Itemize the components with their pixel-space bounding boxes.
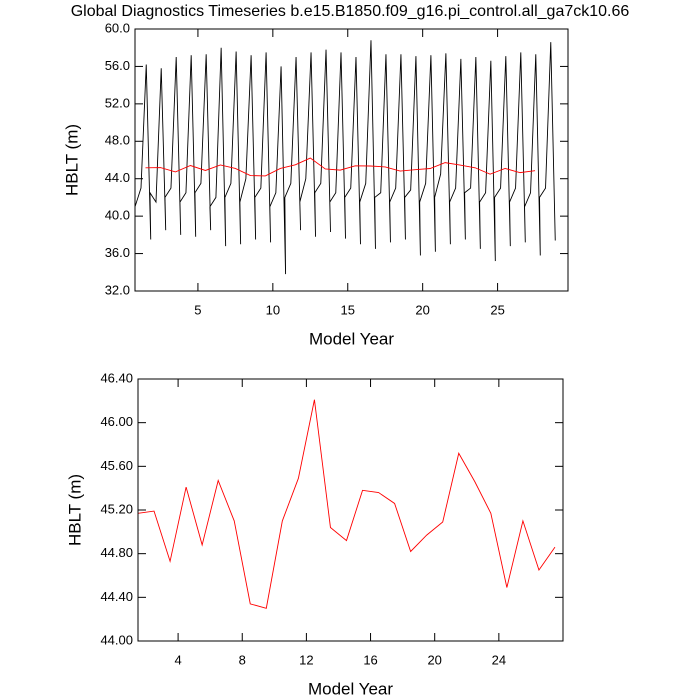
y-axis-label: HBLT (m) xyxy=(62,124,81,196)
x-tick-label: 8 xyxy=(239,652,246,667)
y-tick-label: 48.0 xyxy=(105,133,130,148)
y-tick-label: 44.0 xyxy=(105,170,130,185)
y-tick-label: 32.0 xyxy=(105,282,130,297)
y-tick-label: 46.40 xyxy=(100,370,133,385)
plot-frame xyxy=(137,378,564,642)
y-tick-label: 44.40 xyxy=(100,589,133,604)
y-tick-label: 56.0 xyxy=(105,58,130,73)
x-tick-label: 25 xyxy=(490,302,504,317)
y-tick-label: 45.60 xyxy=(100,458,133,473)
x-tick-label: 12 xyxy=(299,652,313,667)
x-tick-label: 20 xyxy=(427,652,441,667)
x-tick-label: 15 xyxy=(341,302,355,317)
y-tick-label: 44.80 xyxy=(100,545,133,560)
y-tick-label: 36.0 xyxy=(105,245,130,260)
x-axis-label: Model Year xyxy=(309,329,394,348)
x-tick-label: 24 xyxy=(492,652,506,667)
x-tick-label: 4 xyxy=(174,652,181,667)
y-tick-label: 40.0 xyxy=(105,208,130,223)
y-tick-label: 60.0 xyxy=(105,20,130,35)
data-line xyxy=(138,399,556,609)
plot-frame xyxy=(134,28,569,292)
y-tick-label: 46.00 xyxy=(100,414,133,429)
x-tick-label: 16 xyxy=(363,652,377,667)
chart-title: Global Diagnostics Timeseries b.e15.B185… xyxy=(71,3,630,20)
y-axis-label: HBLT (m) xyxy=(65,474,84,546)
data-line xyxy=(135,40,556,275)
x-tick-label: 5 xyxy=(194,302,201,317)
x-tick-label: 20 xyxy=(415,302,429,317)
y-tick-label: 45.20 xyxy=(100,501,133,516)
y-tick-label: 52.0 xyxy=(105,95,130,110)
y-tick-label: 44.00 xyxy=(100,632,133,647)
data-line xyxy=(145,157,536,177)
x-axis-label: Model Year xyxy=(308,679,393,698)
x-tick-label: 10 xyxy=(266,302,280,317)
